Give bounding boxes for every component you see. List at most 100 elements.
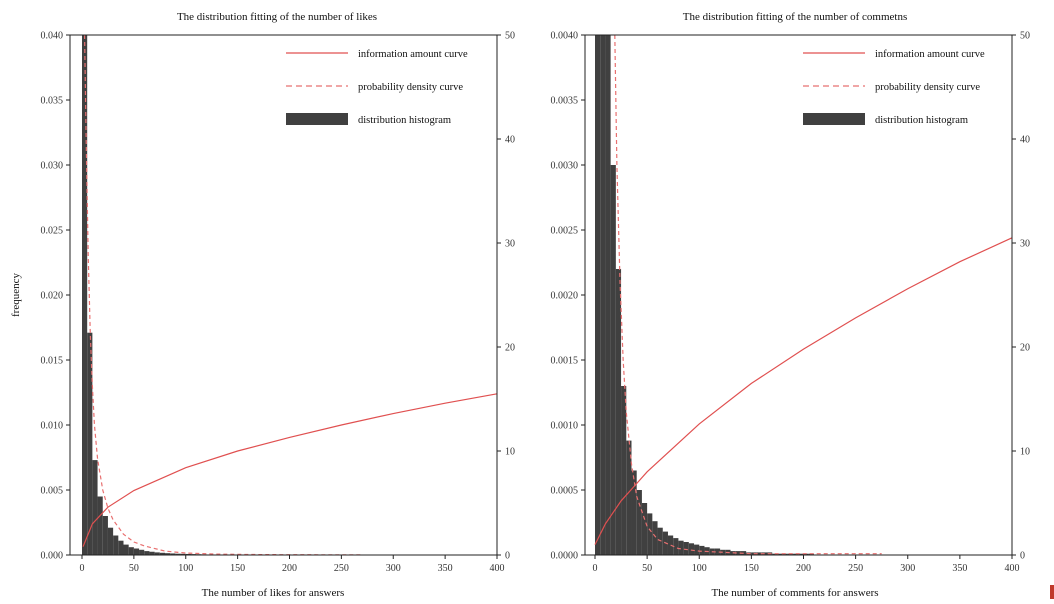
histogram-bar <box>735 551 741 555</box>
histogram-bar <box>133 548 140 555</box>
probability-density-curve <box>83 34 363 556</box>
legend-swatch-histogram <box>803 113 865 125</box>
y2-tick-label: 40 <box>505 135 515 146</box>
curves <box>82 34 498 556</box>
histogram-bar <box>165 553 171 555</box>
histogram-bar <box>694 544 700 555</box>
histogram-bar <box>610 165 616 555</box>
y2-tick-label: 40 <box>1020 135 1030 146</box>
histogram-bar <box>154 552 160 555</box>
histogram-bar <box>631 470 637 555</box>
histogram-bar <box>621 386 627 555</box>
histogram-bar <box>787 553 794 555</box>
chart-title: The distribution fitting of the number o… <box>177 11 377 23</box>
legend-label: distribution histogram <box>358 115 451 126</box>
histogram-bar <box>647 513 653 555</box>
histogram-bar <box>159 552 165 555</box>
legend-label: information amount curve <box>358 49 468 60</box>
y-tick-label: 0.015 <box>41 356 64 367</box>
plot-frame <box>584 34 1013 556</box>
histogram-bar <box>113 535 119 555</box>
histogram-bar <box>782 553 788 555</box>
likes-chart: The distribution fitting of the number o… <box>10 11 515 599</box>
y-tick-label: 0.0035 <box>551 96 579 107</box>
x-tick-label: 150 <box>230 563 245 574</box>
y-tick-label: 0.0025 <box>551 226 579 237</box>
histogram-bar <box>803 553 809 555</box>
histogram-bar <box>123 544 129 555</box>
x-axis-ticks: 0 50 100 150 200 250 300 350 400 <box>593 555 1020 574</box>
y-tick-label: 0.0005 <box>551 486 579 497</box>
histogram-bar <box>798 553 804 555</box>
y2-tick-label: 20 <box>1020 343 1030 354</box>
x-tick-label: 250 <box>334 563 349 574</box>
histogram-bar <box>118 540 124 555</box>
information-amount-curve <box>82 393 498 547</box>
x-tick-label: 50 <box>642 563 652 574</box>
histogram-bar <box>107 527 114 555</box>
secondary-y-axis-ticks: 0 10 20 30 40 50 <box>1012 31 1030 562</box>
histogram-bar <box>102 516 108 555</box>
legend-label: information amount curve <box>875 49 985 60</box>
x-tick-label: 300 <box>900 563 915 574</box>
y-tick-label: 0.000 <box>41 551 64 562</box>
histogram-bar <box>185 553 191 555</box>
histogram-bar <box>657 527 663 555</box>
y-tick-label: 0.010 <box>41 421 64 432</box>
legend-label: probability density curve <box>875 82 980 93</box>
y-tick-label: 0.035 <box>41 96 64 107</box>
x-tick-label: 400 <box>490 563 505 574</box>
histogram-bar <box>600 35 606 555</box>
histogram-bar <box>139 549 145 555</box>
y2-tick-label: 20 <box>505 343 515 354</box>
y-tick-label: 0.0040 <box>551 31 579 42</box>
histogram-bar <box>793 553 799 555</box>
legend: information amount curve probability dens… <box>286 49 468 126</box>
x-tick-label: 200 <box>796 563 811 574</box>
x-tick-label: 0 <box>593 563 598 574</box>
histogram-bar <box>92 460 98 555</box>
histogram-bar <box>699 545 705 555</box>
histogram-bars <box>82 35 280 555</box>
histogram-bar <box>636 490 642 555</box>
histogram-bar <box>144 551 150 555</box>
comments-chart: The distribution fitting of the number o… <box>551 11 1031 599</box>
histogram-bar <box>170 553 176 555</box>
x-axis-label: The number of likes for answers <box>202 587 345 599</box>
corner-mark <box>1050 585 1054 599</box>
probability-density-curve <box>614 34 882 555</box>
y-tick-label: 0.040 <box>41 31 64 42</box>
histogram-bar <box>149 551 155 555</box>
y2-tick-label: 30 <box>505 239 515 250</box>
y2-tick-label: 50 <box>1020 31 1030 42</box>
x-tick-label: 100 <box>178 563 193 574</box>
y-axis-label: frequency <box>10 273 22 317</box>
histogram-bar <box>678 540 684 555</box>
histogram-bar <box>615 269 622 555</box>
x-tick-label: 150 <box>744 563 759 574</box>
y-tick-label: 0.005 <box>41 486 64 497</box>
legend-label: probability density curve <box>358 82 463 93</box>
histogram-bar <box>641 503 648 555</box>
x-tick-label: 100 <box>692 563 707 574</box>
histogram-bar <box>777 553 783 555</box>
y-tick-label: 0.0000 <box>551 551 579 562</box>
histogram-bar <box>87 332 93 555</box>
y-tick-label: 0.0020 <box>551 291 579 302</box>
histogram-bar <box>772 553 778 555</box>
y-tick-label: 0.0010 <box>551 421 579 432</box>
histogram-bar <box>626 440 632 555</box>
legend-label: distribution histogram <box>875 115 968 126</box>
histogram-bar <box>714 548 721 555</box>
information-amount-curve <box>594 237 1013 545</box>
y-tick-label: 0.0015 <box>551 356 579 367</box>
y-tick-label: 0.030 <box>41 161 64 172</box>
x-tick-label: 350 <box>952 563 967 574</box>
y-axis-ticks: 0.0000 0.0005 0.0010 0.0015 0.0020 0.0025 0.00… <box>551 31 585 562</box>
y-tick-label: 0.020 <box>41 291 64 302</box>
x-tick-label: 300 <box>386 563 401 574</box>
x-tick-label: 250 <box>848 563 863 574</box>
chart-title: The distribution fitting of the number o… <box>683 11 908 23</box>
y2-tick-label: 30 <box>1020 239 1030 250</box>
